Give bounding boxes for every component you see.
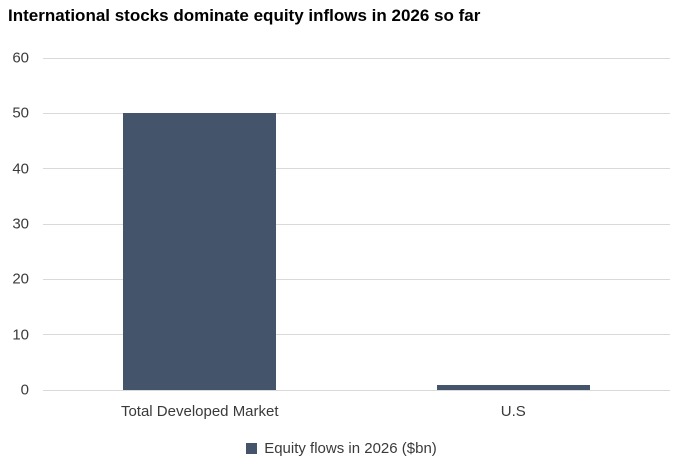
bar-total-developed-market: [123, 113, 277, 390]
gridline-y-40: [43, 168, 670, 170]
y-tick-label-20: 20: [12, 270, 29, 288]
plot-area: 0 10 20 30 40 50 60 Total Developed Market U.S: [12, 51, 670, 420]
gridline-y-30: [43, 223, 670, 225]
gridline-y-0: [43, 389, 670, 391]
legend-swatch: [246, 443, 258, 454]
gridline-y-60: [43, 57, 670, 59]
legend-label: Equity flows in 2026 ($bn): [264, 440, 437, 457]
y-tick-label-50: 50: [12, 104, 29, 122]
x-category-label-u-s: U.S: [500, 403, 526, 420]
y-tick-label-30: 30: [12, 215, 29, 233]
gridline-y-10: [43, 334, 670, 336]
y-tick-label-0: 0: [20, 381, 29, 399]
y-tick-label-40: 40: [12, 160, 29, 178]
y-tick-label-10: 10: [12, 326, 29, 344]
x-category-label-total-developed-market: Total Developed Market: [120, 403, 279, 420]
bar-u-s: [436, 385, 590, 390]
gridline-y-20: [43, 278, 670, 280]
legend: Equity flows in 2026 ($bn): [0, 441, 683, 456]
y-tick-label-60: 60: [12, 49, 29, 67]
chart-title: International stocks dominate equity inf…: [8, 6, 481, 25]
gridline-y-50: [43, 112, 670, 114]
